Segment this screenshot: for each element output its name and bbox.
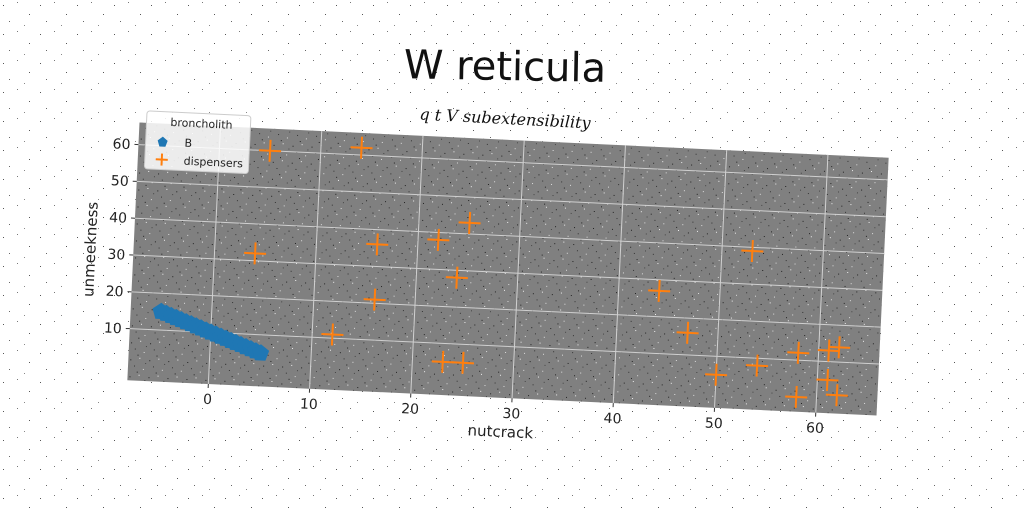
point-dispensers-v (360, 136, 364, 159)
point-dispensers (259, 139, 282, 162)
legend-title: broncholith (170, 116, 233, 132)
point-dispensers-v (461, 351, 465, 374)
point-dispensers (825, 384, 848, 407)
legend-box (143, 110, 252, 175)
point-dispensers (451, 351, 475, 374)
x-tick-label: 10 (300, 396, 319, 413)
point-dispensers-v (827, 339, 831, 362)
x-axis-label: nutcrack (467, 421, 534, 442)
point-dispensers-v (755, 354, 759, 377)
y-grid-line (133, 254, 883, 291)
series (152, 136, 851, 409)
y-tick-label: 30 (107, 247, 126, 264)
legend-marker-dispensers-v (160, 153, 164, 166)
point-dispensers (676, 321, 699, 344)
point-dispensers (445, 266, 468, 289)
point-dispensers (458, 211, 481, 234)
x-tick-label: 50 (704, 415, 723, 432)
point-dispensers (828, 336, 851, 359)
point-dispensers-v (794, 385, 798, 409)
point-dispensers-v (253, 242, 257, 265)
y-tick-label: 10 (104, 320, 123, 337)
y-tick-label: 40 (109, 210, 128, 227)
point-dispensers-v (373, 288, 377, 311)
x-grid-line (309, 131, 323, 389)
point-dispensers-v (455, 266, 459, 289)
point-dispensers-v (835, 384, 839, 407)
point-dispensers-v (657, 279, 661, 302)
legend-label-b: B (184, 137, 192, 150)
plot-area: 0 10 20 30 40 50 60 10 20 30 40 50 60 broncholith B … (79, 110, 889, 442)
ticks: 0 10 20 30 40 50 60 10 20 30 40 50 60 (104, 136, 825, 437)
point-dispensers-v (468, 211, 472, 234)
x-grid-line (511, 140, 525, 399)
x-grid-line (410, 135, 424, 394)
y-tick-label: 20 (105, 284, 124, 301)
point-dispensers (787, 341, 810, 364)
point-dispensers-v (330, 323, 334, 346)
legend: broncholith B dispensers (143, 110, 252, 175)
point-dispensers (431, 350, 454, 373)
point-dispensers (705, 363, 728, 386)
y-grid-line (131, 291, 881, 328)
chart-title: W reticula (403, 42, 606, 92)
point-dispensers-v (686, 321, 690, 344)
legend-label-dispensers: dispensers (183, 155, 243, 171)
point-dispensers (350, 136, 373, 159)
x-tick-label: 60 (806, 420, 825, 437)
plot-noise (127, 122, 889, 416)
x-tick-label: 0 (203, 392, 213, 408)
point-dispensers (648, 279, 671, 302)
x-grid-line (612, 145, 626, 404)
y-grid-line (136, 180, 886, 218)
x-tick-label: 20 (401, 401, 420, 418)
point-dispensers (817, 339, 840, 362)
legend-marker-b (157, 136, 168, 147)
point-dispensers (785, 385, 808, 409)
point-dispensers-v (436, 228, 440, 251)
x-tick-label: 40 (603, 411, 622, 428)
point-dispensers (244, 242, 267, 265)
y-tick-label: 50 (110, 173, 129, 190)
point-dispensers-v (825, 368, 829, 392)
y-grid-line (134, 217, 885, 255)
point-b (252, 344, 270, 361)
point-dispensers (366, 233, 389, 256)
y-axis-label: unmeekness (79, 201, 101, 297)
point-dispensers (816, 368, 839, 392)
x-grid-line (815, 154, 829, 413)
point-dispensers-v (714, 363, 718, 386)
point-dispensers (427, 228, 450, 251)
point-dispensers (321, 323, 344, 346)
y-tick-label: 60 (112, 136, 131, 153)
point-dispensers-v (441, 350, 445, 373)
point-dispensers-v (268, 139, 272, 162)
x-tick-label: 30 (502, 406, 521, 423)
point-dispensers-v (837, 336, 841, 359)
point-dispensers (746, 354, 769, 377)
point-dispensers-v (796, 341, 800, 364)
point-dispensers (363, 288, 386, 311)
point-dispensers-v (375, 233, 379, 256)
y-grid-line (129, 328, 879, 365)
point-dispensers (741, 239, 764, 263)
point-dispensers-v (750, 239, 754, 263)
